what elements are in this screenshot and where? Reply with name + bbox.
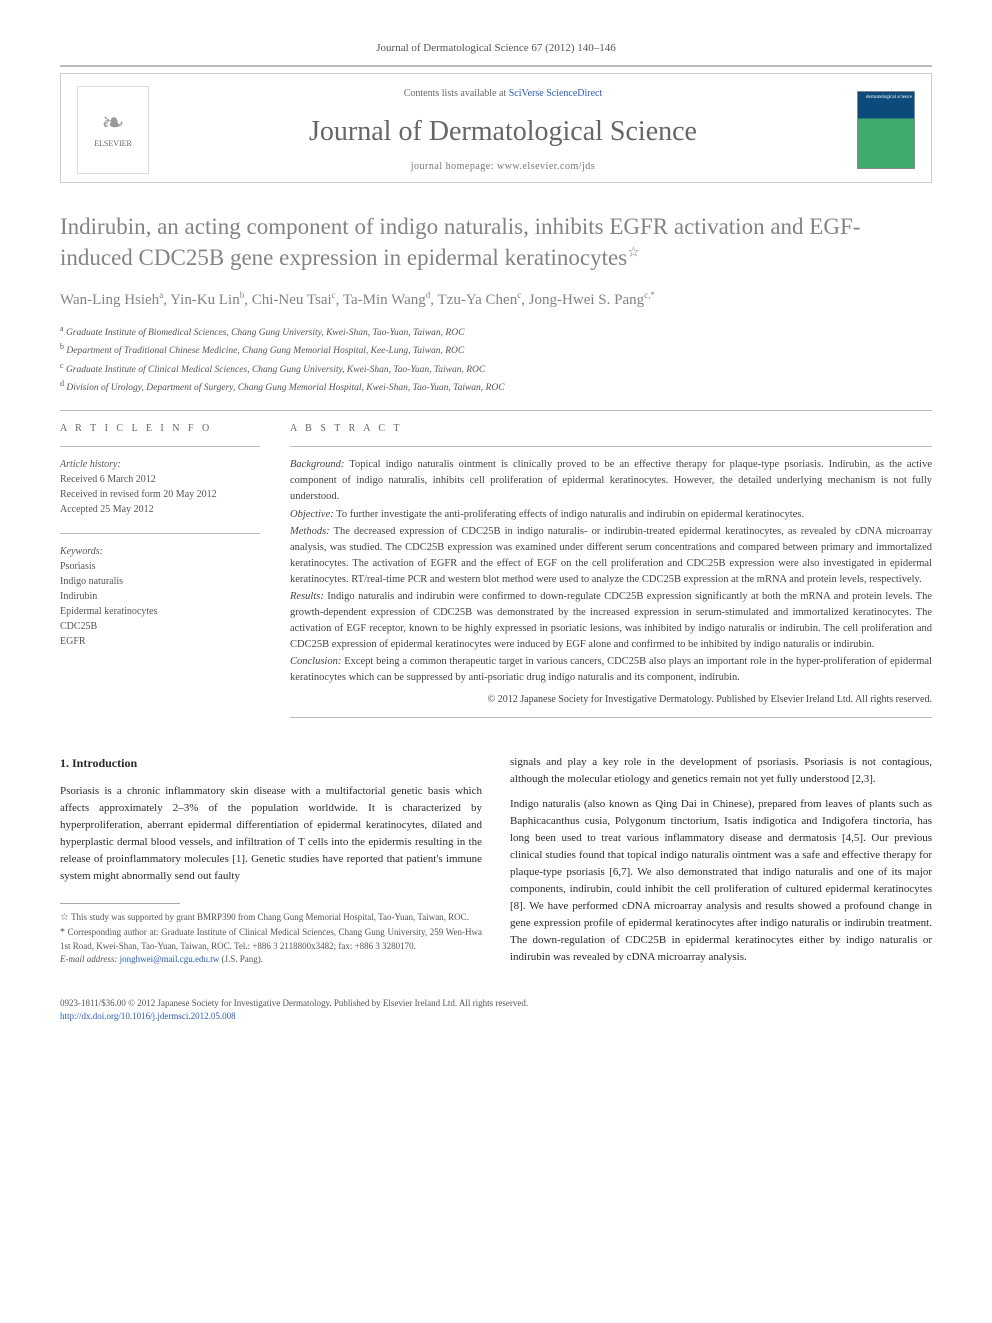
keywords-block: Keywords: Psoriasis Indigo naturalis Ind… <box>60 544 260 649</box>
keyword: Indirubin <box>60 589 260 604</box>
footnotes: ☆ This study was supported by grant BMRP… <box>60 910 482 967</box>
intro-heading: 1. Introduction <box>60 754 482 773</box>
footnote-rule <box>60 903 180 904</box>
keyword: Psoriasis <box>60 559 260 574</box>
history-item: Received 6 March 2012 <box>60 472 260 487</box>
intro-para: Indigo naturalis (also known as Qing Dai… <box>510 796 932 966</box>
journal-cover-thumb: dermatological science <box>857 91 915 169</box>
author: Jong-Hwei S. Pangc,* <box>529 292 655 308</box>
abstract-section: Methods: The decreased expression of CDC… <box>290 524 932 587</box>
rule <box>60 410 932 411</box>
article-title: Indirubin, an acting component of indigo… <box>60 211 932 273</box>
abstract-heading: A B S T R A C T <box>290 421 932 436</box>
elsevier-logo: ❧ ELSEVIER <box>77 86 149 174</box>
issn-line: 0923-1811/$36.00 © 2012 Japanese Society… <box>60 997 932 1011</box>
contents-line: Contents lists available at SciVerse Sci… <box>167 86 839 101</box>
title-text: Indirubin, an acting component of indigo… <box>60 214 860 270</box>
affiliation: d Division of Urology, Department of Sur… <box>60 378 932 396</box>
keyword: EGFR <box>60 634 260 649</box>
right-column: signals and play a key role in the devel… <box>510 754 932 975</box>
keyword: Indigo naturalis <box>60 574 260 589</box>
rule <box>290 446 932 447</box>
masthead: ❧ ELSEVIER Contents lists available at S… <box>60 73 932 183</box>
contents-prefix: Contents lists available at <box>404 88 509 99</box>
abstract-section: Background: Topical indigo naturalis oin… <box>290 457 932 504</box>
info-abstract-row: A R T I C L E I N F O Article history: R… <box>60 421 932 728</box>
affiliations: a Graduate Institute of Biomedical Scien… <box>60 323 932 396</box>
abstract-section: Results: Indigo naturalis and indirubin … <box>290 589 932 652</box>
funding-note: ☆ This study was supported by grant BMRP… <box>60 910 482 925</box>
author: Wan-Ling Hsieha <box>60 292 163 308</box>
affiliation: b Department of Traditional Chinese Medi… <box>60 341 932 359</box>
keyword: Epidermal keratinocytes <box>60 604 260 619</box>
author: Chi-Neu Tsaic <box>252 292 336 308</box>
corresponding-note: * Corresponding author at: Graduate Inst… <box>60 925 482 954</box>
doi-link[interactable]: http://dx.doi.org/10.1016/j.jdermsci.201… <box>60 1011 236 1021</box>
history-item: Accepted 25 May 2012 <box>60 502 260 517</box>
star-icon: ☆ <box>60 912 69 923</box>
homepage-line: journal homepage: www.elsevier.com/jds <box>167 159 839 174</box>
author-list: Wan-Ling Hsieha, Yin-Ku Linb, Chi-Neu Ts… <box>60 289 932 312</box>
rule <box>60 533 260 534</box>
affiliation: a Graduate Institute of Biomedical Scien… <box>60 323 932 341</box>
running-head: Journal of Dermatological Science 67 (20… <box>60 40 932 57</box>
intro-para: Psoriasis is a chronic inflammatory skin… <box>60 783 482 885</box>
abstract-section: Objective: To further investigate the an… <box>290 507 932 523</box>
masthead-center: Contents lists available at SciVerse Sci… <box>167 86 839 174</box>
title-note-marker: ☆ <box>627 245 640 260</box>
elsevier-label: ELSEVIER <box>94 138 132 150</box>
article-info-heading: A R T I C L E I N F O <box>60 421 260 436</box>
email-note: E-mail address: jonghwei@mail.cgu.edu.tw… <box>60 953 482 967</box>
abstract-section: Conclusion: Except being a common therap… <box>290 654 932 686</box>
cover-label: dermatological science <box>858 92 914 104</box>
abstract: A B S T R A C T Background: Topical indi… <box>290 421 932 728</box>
bottom-bar: 0923-1811/$36.00 © 2012 Japanese Society… <box>60 997 932 1024</box>
author: Ta-Min Wangd <box>343 292 430 308</box>
tree-icon: ❧ <box>101 110 124 138</box>
top-rule <box>60 65 932 67</box>
article-history: Article history: Received 6 March 2012 R… <box>60 457 260 517</box>
article-info: A R T I C L E I N F O Article history: R… <box>60 421 260 728</box>
history-label: Article history: <box>60 457 260 472</box>
asterisk-icon: * <box>60 927 65 938</box>
sciencedirect-link[interactable]: SciVerse ScienceDirect <box>509 88 603 99</box>
rule <box>290 717 932 718</box>
journal-name: Journal of Dermatological Science <box>167 111 839 153</box>
keyword: CDC25B <box>60 619 260 634</box>
left-column: 1. Introduction Psoriasis is a chronic i… <box>60 754 482 975</box>
body-columns: 1. Introduction Psoriasis is a chronic i… <box>60 754 932 975</box>
affiliation: c Graduate Institute of Clinical Medical… <box>60 360 932 378</box>
author: Yin-Ku Linb <box>170 292 244 308</box>
email-link[interactable]: jonghwei@mail.cgu.edu.tw <box>120 954 220 964</box>
abstract-copyright: © 2012 Japanese Society for Investigativ… <box>290 692 932 707</box>
keywords-label: Keywords: <box>60 544 260 559</box>
history-item: Received in revised form 20 May 2012 <box>60 487 260 502</box>
author: Tzu-Ya Chenc <box>438 292 522 308</box>
intro-para: signals and play a key role in the devel… <box>510 754 932 788</box>
rule <box>60 446 260 447</box>
